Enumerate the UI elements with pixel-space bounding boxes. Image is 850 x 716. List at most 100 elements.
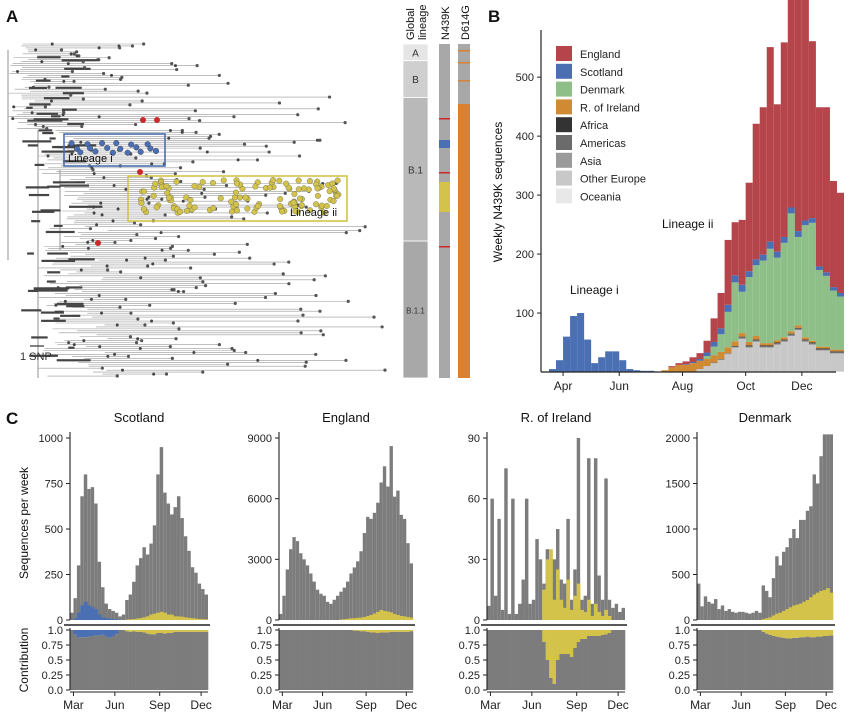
bar-ireland	[717, 351, 725, 360]
bar-denmark	[780, 242, 788, 338]
contribution-bar	[741, 630, 745, 690]
bar-ireland	[801, 337, 809, 340]
tree-tip	[272, 262, 276, 266]
contribution-bar	[782, 637, 786, 690]
bar-americas	[759, 346, 767, 348]
xtick-label: Mar	[272, 698, 293, 712]
contribution-bar	[504, 630, 508, 690]
total-bar	[802, 519, 806, 620]
bar-scotland	[577, 313, 585, 372]
tree-node	[315, 138, 319, 142]
n439k-bar	[576, 583, 581, 620]
bar-americas	[836, 351, 844, 354]
bar-other_europe	[703, 366, 711, 372]
global-lineage-column: A B B.1 B.1.1	[402, 43, 429, 379]
tree-tip	[129, 238, 133, 243]
lineage-ii-tip	[232, 189, 239, 196]
tree-tip	[134, 156, 138, 160]
d614g-mark	[458, 50, 470, 52]
n439k-bar	[569, 609, 574, 620]
country-title: Denmark	[739, 410, 792, 425]
contribution-bar	[542, 642, 546, 690]
tree-node	[125, 258, 129, 262]
n439k-bar	[552, 599, 557, 620]
total-bar	[295, 541, 300, 620]
total-bar	[309, 573, 313, 620]
contribution-bar	[618, 630, 622, 690]
bar-asia	[822, 350, 830, 351]
contribution-ytick-label: 1.0	[48, 625, 63, 637]
contribution-n439k	[761, 630, 766, 632]
n439k-bar	[600, 615, 605, 620]
bar-asia	[724, 353, 732, 355]
bar-england	[780, 42, 788, 237]
n439k-bar	[149, 614, 154, 620]
tree-tip	[296, 319, 300, 323]
lineage-ii-tip	[233, 180, 240, 187]
bar-other_europe	[815, 350, 823, 372]
bar-scotland	[605, 351, 613, 372]
bar-denmark	[738, 291, 746, 334]
total-bar	[741, 611, 745, 620]
global-lineage-segment-label: B.1	[408, 165, 423, 176]
contribution-n439k	[76, 630, 81, 638]
tree-tip	[327, 95, 332, 99]
tree-tip	[91, 168, 95, 172]
n439k-bar	[366, 615, 370, 620]
contribution-ytick-label: 0.5	[675, 655, 690, 667]
total-bar	[758, 612, 762, 620]
tree-cluster	[27, 252, 34, 255]
tree-tip	[226, 81, 230, 85]
contribution-n439k	[176, 630, 181, 632]
total-bar	[597, 575, 601, 620]
bar-asia	[717, 359, 725, 361]
contribution-ytick-label: 1.0	[465, 625, 480, 637]
total-bar	[514, 613, 519, 620]
bar-americas	[773, 343, 781, 345]
contribution-n439k	[542, 630, 546, 642]
bar-ireland	[766, 343, 774, 346]
total-bar	[194, 572, 198, 620]
tree-tip	[296, 113, 300, 117]
contribution-bar	[799, 637, 803, 690]
bar-ireland	[661, 370, 669, 372]
n439k-bar	[139, 618, 143, 620]
total-bar	[372, 512, 377, 620]
contribution-bar	[201, 631, 205, 690]
contribution-bar	[788, 638, 793, 690]
tree-tip	[343, 120, 347, 125]
n439k-bar	[352, 618, 357, 620]
tree-node	[176, 290, 180, 294]
lineage-ii-tip	[296, 195, 303, 202]
d614g-header: D614G	[460, 5, 472, 40]
bar-americas	[724, 353, 732, 354]
lineage-i-tip	[99, 140, 106, 147]
total-bar	[805, 510, 810, 620]
n439k-bar	[771, 615, 776, 620]
panel-b-xtick-label: Dec	[791, 379, 812, 393]
tree-tip	[194, 286, 198, 290]
lineage-ii-tip	[153, 204, 160, 211]
lineage-ii-tip	[242, 194, 249, 201]
total-bar	[128, 594, 133, 620]
bar-americas	[738, 337, 746, 339]
tree-tip	[178, 166, 183, 170]
lineage-ii-tip	[184, 207, 191, 214]
contribution-n439k	[163, 630, 167, 634]
n439k-bar	[176, 616, 181, 620]
bar-other_europe	[780, 341, 788, 372]
n439k-bar	[362, 616, 367, 620]
bar-denmark	[717, 334, 725, 352]
tree-cluster	[33, 289, 68, 292]
total-bar	[406, 543, 410, 620]
contribution-n439k	[768, 630, 773, 635]
tree-node	[115, 323, 119, 327]
total-bar	[339, 591, 343, 620]
contribution-bar	[593, 636, 598, 690]
xtick-label: Dec	[816, 698, 837, 712]
bar-denmark	[836, 296, 844, 350]
lineage-ii-tip	[220, 177, 227, 184]
bar-ireland	[731, 341, 739, 347]
contribution-bar	[816, 636, 820, 690]
total-bar	[782, 551, 786, 620]
